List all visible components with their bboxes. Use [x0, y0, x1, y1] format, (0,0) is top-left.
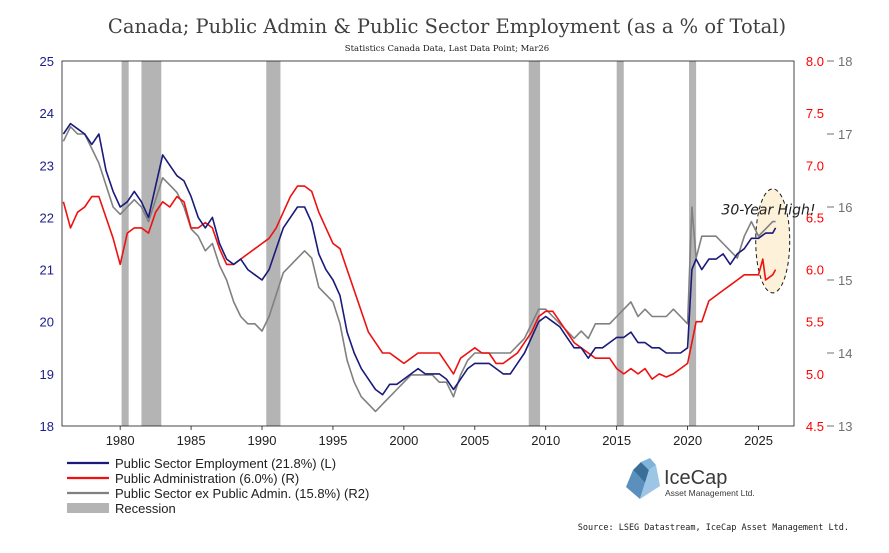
icecap-logo: IceCap Asset Management Ltd. — [626, 458, 755, 499]
right2-tick-label: 15 — [838, 273, 852, 288]
x-tick-label: 2020 — [673, 433, 702, 448]
x-axis: 1980 1985 1990 1995 2000 2005 2010 2015 2020 2025 — [106, 426, 773, 448]
left-tick-label: 25 — [40, 54, 54, 69]
right-tick-label: 6.5 — [806, 210, 824, 225]
right-axis: 4.5 5.0 5.5 6.0 6.5 7.0 7.5 8.0 — [806, 54, 824, 434]
legend-swatch-recession — [67, 503, 109, 513]
recession-band — [689, 61, 697, 426]
legend-label: Public Administration (6.0%) (R) — [115, 471, 299, 486]
logo-ice-light — [641, 458, 656, 470]
x-tick-label: 1995 — [318, 433, 347, 448]
right-axis-2: 13 14 15 16 17 18 — [827, 54, 852, 434]
left-tick-label: 22 — [40, 210, 54, 225]
x-tick-label: 2005 — [460, 433, 489, 448]
legend-label: Recession — [115, 501, 176, 516]
recession-band — [616, 61, 624, 426]
logo-ice-lower — [626, 470, 645, 499]
x-tick-label: 2025 — [744, 433, 773, 448]
recession-bands — [121, 61, 697, 426]
right-tick-label: 7.0 — [806, 158, 824, 173]
right2-tick-label: 13 — [838, 419, 852, 434]
brand-tagline: Asset Management Ltd. — [665, 488, 755, 498]
right-tick-label: 6.0 — [806, 263, 824, 278]
chart-subtitle: Statistics Canada Data, Last Data Point;… — [345, 44, 549, 54]
recession-band — [266, 61, 281, 426]
logo-ice-dark — [633, 462, 649, 483]
annotation-group: 30-Year High! — [721, 203, 815, 219]
legend-label: Public Sector ex Public Admin. (15.8%) (… — [115, 486, 369, 501]
chart-title: Canada; Public Admin & Public Sector Emp… — [108, 15, 786, 38]
plot-frame — [61, 60, 795, 427]
left-tick-label: 19 — [40, 367, 54, 382]
annotation-30-year-high: 30-Year High! — [721, 203, 815, 219]
recession-band — [528, 61, 541, 426]
right2-tick-label: 14 — [838, 346, 852, 361]
right-tick-label: 5.0 — [806, 367, 824, 382]
left-tick-label: 24 — [40, 106, 54, 121]
right2-tick-label: 18 — [838, 54, 852, 69]
brand-name: IceCap — [664, 467, 727, 489]
logo-ice-right — [640, 465, 660, 499]
legend: Public Sector Employment (21.8%) (L)Publ… — [67, 456, 369, 516]
right-tick-label: 5.5 — [806, 315, 824, 330]
right-tick-label: 8.0 — [806, 54, 824, 69]
left-tick-label: 23 — [40, 158, 54, 173]
x-tick-label: 1990 — [248, 433, 277, 448]
left-tick-label: 20 — [40, 315, 54, 330]
right2-tick-label: 17 — [838, 127, 852, 142]
series-line-right2 — [62, 125, 776, 413]
right-tick-label: 4.5 — [806, 419, 824, 434]
x-tick-label: 2015 — [602, 433, 631, 448]
series-lines — [62, 122, 777, 413]
right-tick-label: 7.5 — [806, 106, 824, 121]
x-tick-label: 1980 — [106, 433, 135, 448]
x-tick-label: 2010 — [531, 433, 560, 448]
left-axis: 18 19 20 21 22 23 24 25 — [40, 54, 54, 434]
left-tick-label: 21 — [40, 263, 54, 278]
recession-band — [141, 61, 162, 426]
series-line-left — [62, 122, 777, 396]
legend-label: Public Sector Employment (21.8%) (L) — [115, 456, 336, 471]
x-tick-label: 2000 — [389, 433, 418, 448]
series-line-right — [62, 185, 777, 380]
source-note: Source: LSEG Datastream, IceCap Asset Ma… — [578, 523, 849, 533]
right2-tick-label: 16 — [838, 200, 852, 215]
x-tick-label: 1985 — [177, 433, 206, 448]
left-tick-label: 18 — [40, 419, 54, 434]
